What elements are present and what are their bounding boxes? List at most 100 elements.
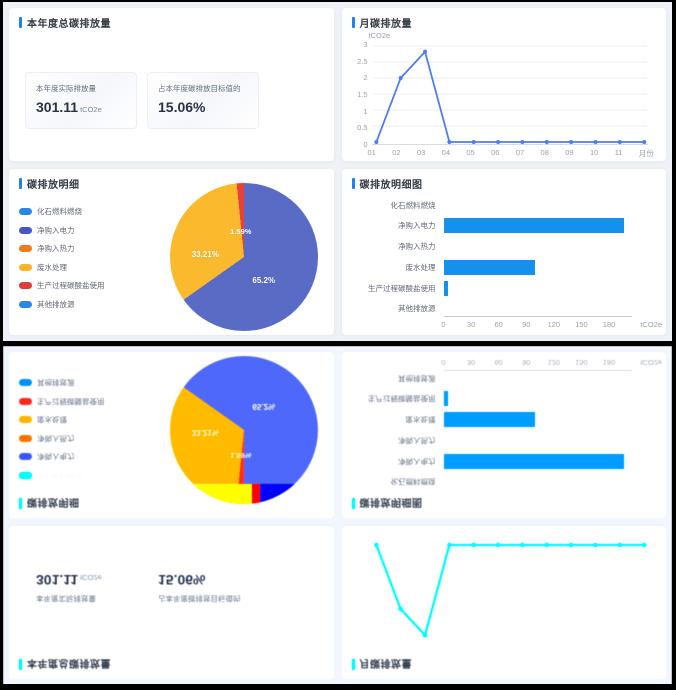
- stat-value: 15.06%: [158, 99, 248, 115]
- legend-item-purchased-heat[interactable]: 净购入热力: [19, 244, 105, 253]
- y-tick: 0: [363, 139, 368, 149]
- bar-row-carbonate-use: 生产过程碳酸盐使用: [348, 280, 633, 296]
- pie-legend: 化石燃料燃烧 净购入电力 净购入热力 废水处理 生产过程碳酸盐使用 其他排放源: [19, 207, 105, 309]
- legend-item-other-sources[interactable]: 其他排放源: [19, 379, 105, 388]
- panel-pie-title: 碳排放明细: [19, 177, 324, 191]
- stat-number: 15.06%: [158, 572, 206, 588]
- legend-label: 净购入热力: [37, 434, 75, 443]
- title-accent-bar: [19, 16, 22, 28]
- bar-category-label: 废水处理: [405, 262, 436, 272]
- panel-title-text: 碳排放明细图: [359, 179, 423, 191]
- dashboard: 本年度总碳排放量 本年度实际排放量 301.11 tCO2e 占本年度碳排放目标值…: [3, 2, 672, 341]
- legend-item-purchased-heat[interactable]: 净购入热力: [19, 434, 105, 443]
- reflection-artifact-bands: [169, 484, 318, 504]
- legend-label: 生产过程碳酸盐使用: [37, 281, 105, 290]
- title-accent-bar: [351, 177, 355, 189]
- stat-card-row: 本年度实际排放量 301.11 tCO2e 占本年度碳排放目标值的 15.06%: [25, 558, 324, 615]
- legend-item-carbonate-use[interactable]: 生产过程碳酸盐使用: [19, 281, 105, 290]
- bar-track: [444, 371, 633, 386]
- legend-item-wastewater[interactable]: 废水处理: [19, 416, 105, 425]
- bar-x-axis-line: [443, 316, 632, 317]
- panel-emission-detail-bar: 碳排放明细图 化石燃料燃烧 净购入电力 净购入热力 废水处理 生产过程碳酸盐使用…: [341, 169, 666, 335]
- x-tick: 01: [367, 148, 376, 157]
- pie-circle: 1.59% 33.21% 65.2%: [169, 183, 318, 331]
- panel-emission-detail-pie: 碳排放明细 化石燃料燃烧 净购入电力 净购入热力 废水处理 生产过程碳酸盐使用 …: [9, 169, 334, 335]
- bar-fill: [443, 218, 625, 234]
- bar-fill: [443, 412, 536, 428]
- x-tick: 30: [466, 320, 476, 329]
- legend-item-fossil-fuel[interactable]: 化石燃料燃烧: [19, 207, 105, 216]
- stat-label: 本年度实际排放量: [36, 594, 96, 603]
- bar-row-carbonate-use: 生产过程碳酸盐使用: [348, 391, 633, 407]
- stat-unit: tCO2e: [80, 105, 102, 114]
- pie-slice-label-carbonate: 1.59%: [230, 227, 252, 237]
- bar-track: [443, 391, 633, 407]
- x-tick: 0: [441, 320, 446, 329]
- bar-fill: [443, 453, 625, 469]
- legend-label: 净购入热力: [37, 244, 75, 253]
- y-tick: 3: [363, 40, 368, 49]
- stat-number: 301.11: [36, 572, 79, 588]
- glitch-blue-band: [260, 484, 318, 504]
- bar-row-purchased-electricity: 净购入电力: [348, 218, 633, 234]
- x-tick: 150: [575, 320, 588, 329]
- legend-swatch: [19, 435, 32, 442]
- bar-fill: [443, 280, 448, 296]
- line-chart-region: 3 2.5 2 1.5 1 0.5 0 01 02 03: [352, 40, 655, 158]
- legend-item-fossil-fuel[interactable]: 化石燃料燃烧: [19, 471, 105, 480]
- panel-total-title: 本年度总碳排放量: [19, 658, 324, 671]
- legend-item-wastewater[interactable]: 废水处理: [19, 263, 105, 272]
- legend-item-purchased-electricity[interactable]: 净购入电力: [19, 453, 105, 462]
- legend-item-carbonate-use[interactable]: 生产过程碳酸盐使用: [19, 397, 105, 406]
- x-axis-name: 月份: [638, 149, 654, 158]
- bar-category-label: 生产过程碳酸盐使用: [368, 394, 436, 404]
- legend-swatch: [19, 208, 32, 215]
- bar-category-label: 净购入热力: [398, 435, 436, 445]
- bar-row-purchased-heat: 净购入热力: [348, 239, 633, 255]
- x-axis-unit-label: tCO2e: [640, 358, 662, 367]
- dashboard: 本年度总碳排放量 本年度实际排放量 301.11 tCO2e 占本年度碳排放目标值…: [3, 346, 672, 684]
- stat-value: 15.06%: [158, 572, 248, 588]
- pie-slice-label-electricity: 65.2%: [252, 276, 276, 286]
- bar-category-label: 净购入电力: [398, 456, 436, 466]
- pie-circle: 1.59% 33.21% 65.2%: [169, 356, 318, 504]
- panel-title-text: 碳排放明细图: [359, 496, 423, 508]
- stat-value: 301.11 tCO2e: [36, 99, 126, 115]
- title-accent-bar: [351, 659, 355, 671]
- legend-item-other-sources[interactable]: 其他排放源: [19, 300, 105, 309]
- panel-monthly-emissions: 月碳排放量 tCO2e 3 2.5 2 1.5 1 0.5 0: [341, 526, 666, 679]
- legend-label: 化石燃料燃烧: [37, 471, 82, 480]
- legend-swatch: [19, 453, 32, 461]
- legend-swatch: [19, 263, 32, 271]
- y-tick: 2.5: [357, 56, 368, 66]
- x-tick: 08: [540, 148, 549, 157]
- y-tick: 0.5: [357, 123, 368, 133]
- bar-row-fossil-fuel: 化石燃料燃烧: [348, 474, 633, 490]
- bar-category-label: 废水处理: [405, 415, 436, 425]
- x-tick: 180: [602, 320, 616, 329]
- pie-slice-label-wastewater: 33.21%: [191, 428, 219, 438]
- bar-track: [444, 475, 633, 490]
- panel-total-emissions: 本年度总碳排放量 本年度实际排放量 301.11 tCO2e 占本年度碳排放目标值…: [9, 526, 334, 679]
- panel-emission-detail-bar: 碳排放明细图 化石燃料燃烧 净购入电力 净购入热力 废水处理 生产过程碳酸盐使用…: [341, 352, 666, 518]
- pie-slice-label-electricity: 65.2%: [252, 401, 276, 411]
- legend-label: 净购入电力: [37, 225, 75, 235]
- line-chart-svg: [372, 45, 647, 145]
- black-divider-band: [3, 341, 672, 346]
- stat-label: 本年度实际排放量: [36, 84, 96, 93]
- title-accent-bar: [19, 498, 22, 510]
- panel-bar-title: 碳排放明细图: [351, 496, 657, 510]
- legend-label: 化石燃料燃烧: [37, 207, 82, 216]
- panel-total-emissions: 本年度总碳排放量 本年度实际排放量 301.11 tCO2e 占本年度碳排放目标值…: [9, 8, 334, 161]
- legend-item-purchased-electricity[interactable]: 净购入电力: [19, 226, 105, 235]
- legend-swatch: [19, 226, 32, 234]
- panel-monthly-emissions: 月碳排放量 tCO2e 3 2.5 2 1.5 1 0.5 0: [341, 8, 666, 161]
- x-axis-unit-label: tCO2e: [640, 320, 662, 329]
- x-tick: 03: [416, 148, 426, 157]
- bar-x-axis-labels: 0 30 60 90 120 150 180 tCO2e: [441, 319, 662, 329]
- bar-track: [443, 280, 633, 296]
- line-chart-svg: [373, 542, 646, 638]
- y-tick: 1: [363, 106, 368, 116]
- bar-row-wastewater: 废水处理: [348, 259, 633, 275]
- line-plot-area: [372, 542, 649, 643]
